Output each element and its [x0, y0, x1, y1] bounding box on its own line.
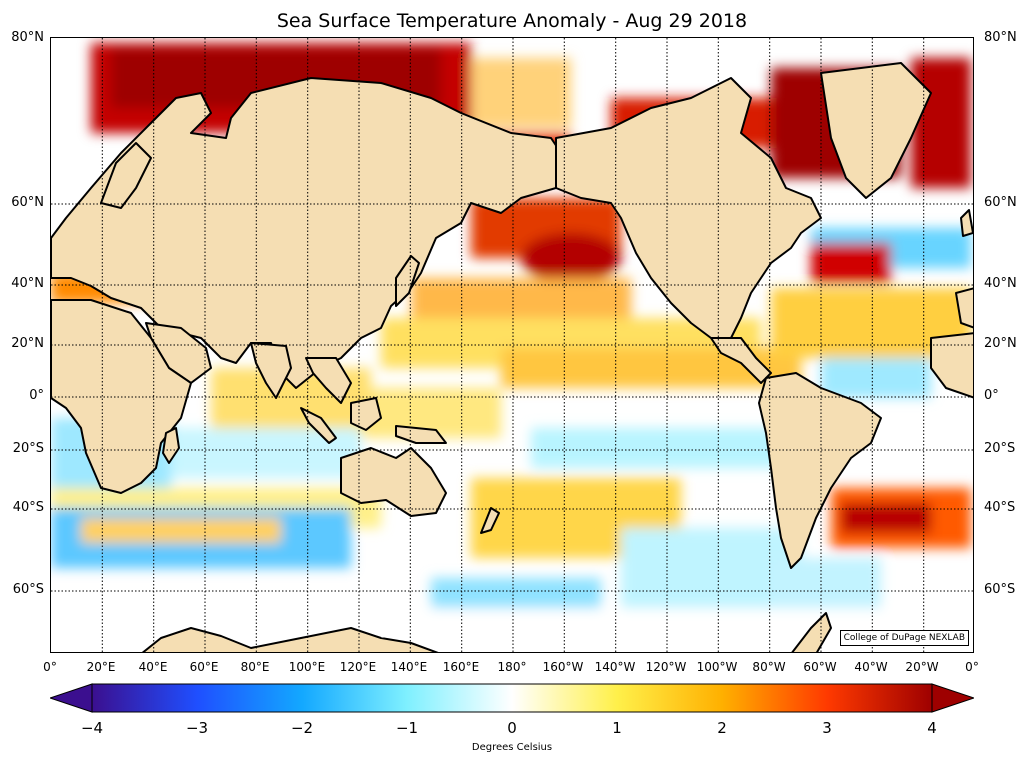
lat-label-20n-left: 20°N [11, 336, 44, 351]
lon-label-80w: 80°W [752, 660, 786, 674]
lon-label-180: 180° [497, 660, 527, 674]
landmass-indochina [305, 357, 352, 404]
landmass-new-zealand [480, 507, 500, 534]
lat-label-60n-right: 60°N [984, 195, 1017, 210]
colorbar-tick-3: 3 [822, 719, 832, 737]
landmass-australia [340, 447, 447, 517]
landmass-india [250, 342, 292, 399]
lat-label-eq-right: 0° [984, 388, 999, 403]
lon-label-80e: 80°E [240, 660, 270, 674]
sst-anomaly-map: College of DuPage NEXLAB [50, 37, 974, 653]
lon-label-120e: 120°E [339, 660, 377, 674]
lon-label-160e: 160°E [442, 660, 480, 674]
colorbar-low-extension [50, 683, 93, 713]
colorbar-gradient [91, 683, 933, 713]
landmass-greenland [820, 62, 932, 199]
lon-label-0-east: 0° [965, 660, 979, 674]
graticule [51, 38, 973, 652]
lat-label-20n-right: 20°N [984, 336, 1017, 351]
landmass-british-isles [960, 209, 973, 237]
map-title: Sea Surface Temperature Anomaly - Aug 29… [276, 10, 748, 32]
lon-label-60e: 60°E [189, 660, 219, 674]
lon-label-0: 0° [43, 660, 57, 674]
lat-label-20s-right: 20°S [984, 441, 1016, 456]
landmass-new-guinea [395, 425, 447, 444]
lat-label-80n-right: 80°N [984, 30, 1017, 45]
colorbar-tick-2: 2 [717, 719, 727, 737]
lat-label-40n-right: 40°N [984, 276, 1017, 291]
landmass-iberia [955, 287, 973, 329]
lat-label-60n-left: 60°N [11, 195, 44, 210]
landmass-scandinavia [100, 142, 152, 209]
lat-label-eq-left: 0° [29, 388, 44, 403]
lon-label-160w: 160°W [542, 660, 584, 674]
landmass-eurasia [51, 77, 572, 389]
lat-label-60s-left: 60°S [12, 582, 44, 597]
lon-label-40w: 40°W [854, 660, 888, 674]
lon-label-60w: 60°W [803, 660, 837, 674]
lon-label-140e: 140°E [390, 660, 428, 674]
colorbar [50, 683, 974, 713]
landmass-west-africa-edge [930, 332, 973, 399]
landmass-north-america [555, 77, 822, 339]
landmass-japan [395, 255, 420, 307]
lat-label-60s-right: 60°S [984, 582, 1016, 597]
colorbar-tick-neg4: −4 [80, 719, 104, 737]
lat-label-20s-left: 20°S [12, 441, 44, 456]
colorbar-tick-1: 1 [612, 719, 622, 737]
colorbar-high-extension [931, 683, 974, 713]
lon-label-100w: 100°W [696, 660, 738, 674]
lon-label-100e: 100°E [288, 660, 326, 674]
landmass-south-america [758, 372, 882, 569]
lon-label-140w: 140°W [594, 660, 636, 674]
colorbar-tick-neg3: −3 [185, 719, 209, 737]
landmass-antarctica [141, 627, 439, 652]
lon-label-20e: 20°E [86, 660, 116, 674]
lon-label-40e: 40°E [138, 660, 168, 674]
land [51, 62, 973, 652]
colorbar-tick-4: 4 [927, 719, 937, 737]
lat-label-40s-left: 40°S [12, 500, 44, 515]
lat-label-80n-left: 80°N [11, 30, 44, 45]
colorbar-tick-neg1: −1 [395, 719, 419, 737]
colorbar-tick-0: 0 [507, 719, 517, 737]
map-canvas [51, 38, 973, 652]
colorbar-label: Degrees Celsius [471, 742, 553, 753]
lon-label-120w: 120°W [645, 660, 687, 674]
colorbar-tick-neg2: −2 [290, 719, 314, 737]
lat-label-40n-left: 40°N [11, 276, 44, 291]
credit-label: College of DuPage NEXLAB [839, 630, 969, 646]
lat-label-40s-right: 40°S [984, 500, 1016, 515]
lon-label-20w: 20°W [905, 660, 939, 674]
